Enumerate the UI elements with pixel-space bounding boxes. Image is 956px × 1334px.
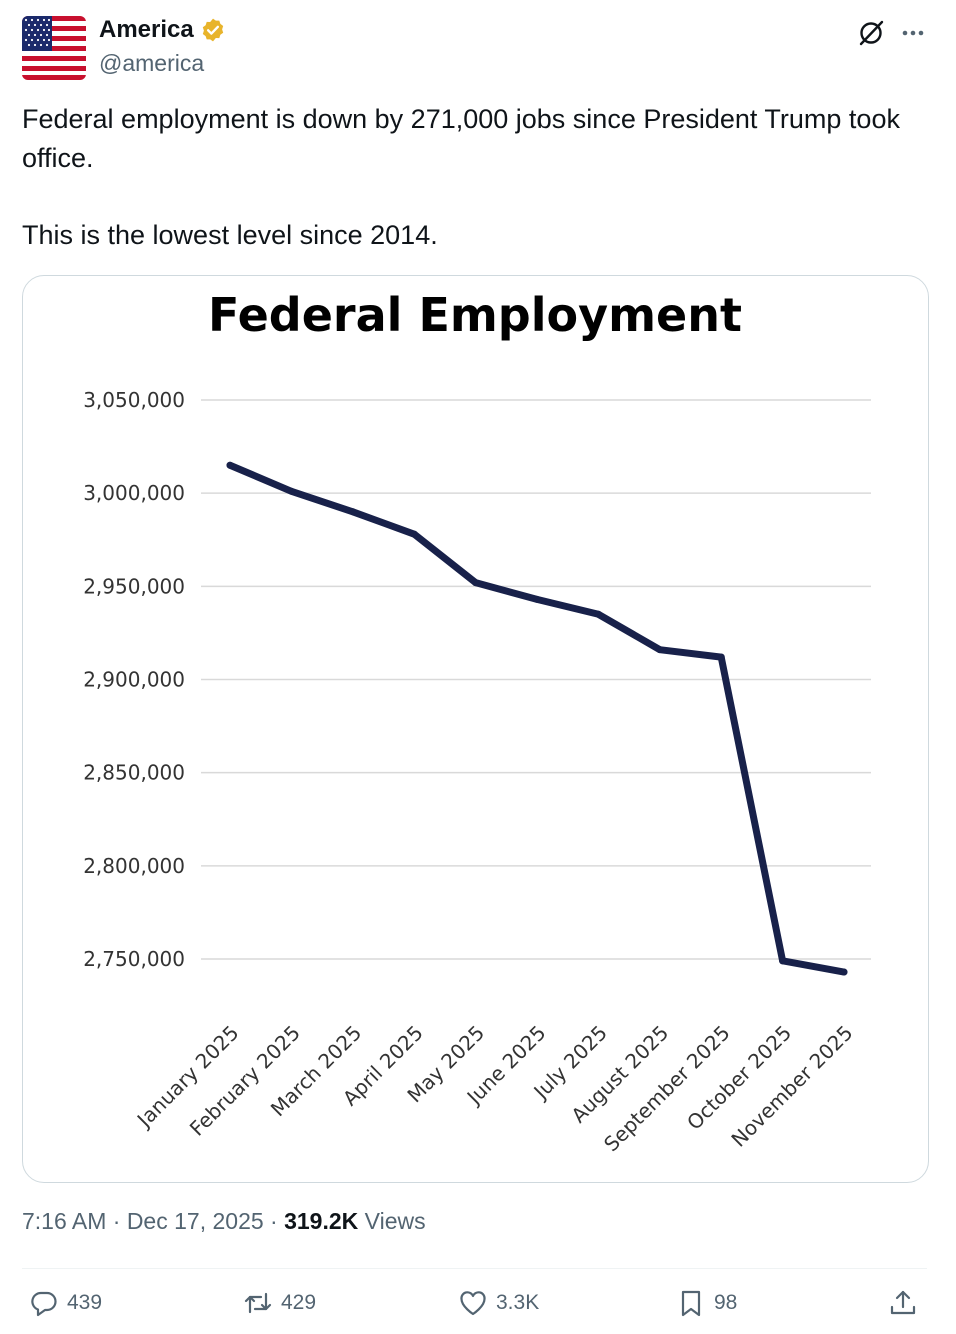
like-count: 3.3K <box>496 1291 540 1314</box>
repost-icon <box>244 1292 272 1314</box>
post-timestamp[interactable]: 7:16 AM · Dec 17, 2025 · <box>22 1208 285 1234</box>
y-tick-label: 2,750,000 <box>83 947 185 971</box>
x-tick-label: October 2025 <box>682 1021 796 1135</box>
y-tick-label: 2,850,000 <box>83 761 185 785</box>
data-point <box>656 646 664 654</box>
reply-count: 439 <box>67 1291 103 1314</box>
data-point <box>840 968 848 976</box>
chart-title: Federal Employment <box>208 288 742 342</box>
reply-icon <box>31 1291 57 1317</box>
chart-image[interactable]: Federal Employment 3,050,000 3,000,000 2,95… <box>22 275 929 1183</box>
y-tick-label: 3,000,000 <box>83 481 185 505</box>
x-tick-label: January 2025 <box>131 1021 243 1133</box>
post-meta: 7:16 AM · Dec 17, 2025 · 319.2K Views <box>22 1208 426 1235</box>
views-label: Views <box>358 1208 426 1234</box>
bookmark-count: 98 <box>714 1291 738 1314</box>
avatar[interactable] <box>22 16 86 80</box>
chart-svg: Federal Employment 3,050,000 3,000,000 2,95… <box>83 288 871 1156</box>
author-name-row[interactable]: America <box>99 16 226 44</box>
x-tick-label: February 2025 <box>185 1021 305 1141</box>
more-icon[interactable] <box>898 18 928 48</box>
share-button[interactable] <box>888 1288 918 1318</box>
data-point <box>472 579 480 587</box>
data-point <box>594 610 602 618</box>
y-tick-label: 2,950,000 <box>83 574 185 598</box>
y-tick-label: 2,900,000 <box>83 668 185 692</box>
author-handle[interactable]: @america <box>99 50 205 76</box>
bookmark-button[interactable]: 98 <box>676 1288 737 1318</box>
post-text: Federal employment is down by 271,000 jo… <box>22 100 922 255</box>
series-line <box>226 461 848 976</box>
data-point <box>226 461 234 469</box>
action-bar: 439 429 3.3K 98 <box>0 1288 956 1328</box>
post-text-line: Federal employment is down by 271,000 jo… <box>22 104 900 173</box>
author-name[interactable]: America <box>99 16 194 43</box>
data-point <box>287 487 295 495</box>
y-tick-label: 3,050,000 <box>83 388 185 412</box>
verified-badge-icon <box>202 18 223 42</box>
data-point <box>349 508 357 516</box>
bookmark-icon <box>681 1290 701 1317</box>
post-text-line: This is the lowest level since 2014. <box>22 220 438 250</box>
like-icon <box>460 1291 486 1316</box>
divider <box>22 1268 927 1269</box>
reply-button[interactable]: 439 <box>29 1288 102 1318</box>
data-point <box>410 530 418 538</box>
share-icon <box>890 1290 916 1315</box>
views-count: 319.2K <box>284 1208 359 1234</box>
like-button[interactable]: 3.3K <box>458 1288 539 1318</box>
data-point <box>533 595 541 603</box>
repost-button[interactable]: 429 <box>243 1288 316 1318</box>
data-point <box>779 957 787 965</box>
y-tick-label: 2,800,000 <box>83 854 185 878</box>
data-point <box>717 653 725 661</box>
grok-icon[interactable] <box>856 18 886 48</box>
repost-count: 429 <box>281 1291 317 1314</box>
